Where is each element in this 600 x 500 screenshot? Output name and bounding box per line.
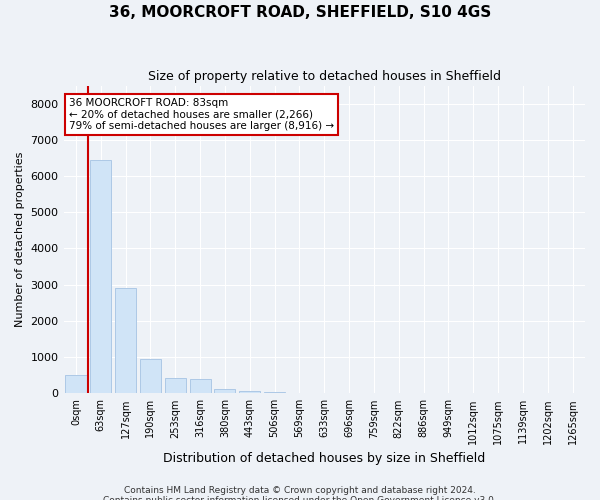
Text: 36, MOORCROFT ROAD, SHEFFIELD, S10 4GS: 36, MOORCROFT ROAD, SHEFFIELD, S10 4GS <box>109 5 491 20</box>
Bar <box>165 378 186 394</box>
Text: Contains HM Land Registry data © Crown copyright and database right 2024.: Contains HM Land Registry data © Crown c… <box>124 486 476 495</box>
Bar <box>190 379 211 394</box>
Bar <box>264 392 285 394</box>
Y-axis label: Number of detached properties: Number of detached properties <box>15 152 25 327</box>
Bar <box>214 388 235 394</box>
Text: Contains public sector information licensed under the Open Government Licence v3: Contains public sector information licen… <box>103 496 497 500</box>
Bar <box>239 391 260 394</box>
Bar <box>65 375 86 394</box>
Bar <box>115 288 136 394</box>
Bar <box>90 160 112 394</box>
Title: Size of property relative to detached houses in Sheffield: Size of property relative to detached ho… <box>148 70 501 83</box>
Bar <box>140 359 161 394</box>
Text: 36 MOORCROFT ROAD: 83sqm
← 20% of detached houses are smaller (2,266)
79% of sem: 36 MOORCROFT ROAD: 83sqm ← 20% of detach… <box>69 98 334 131</box>
X-axis label: Distribution of detached houses by size in Sheffield: Distribution of detached houses by size … <box>163 452 485 465</box>
